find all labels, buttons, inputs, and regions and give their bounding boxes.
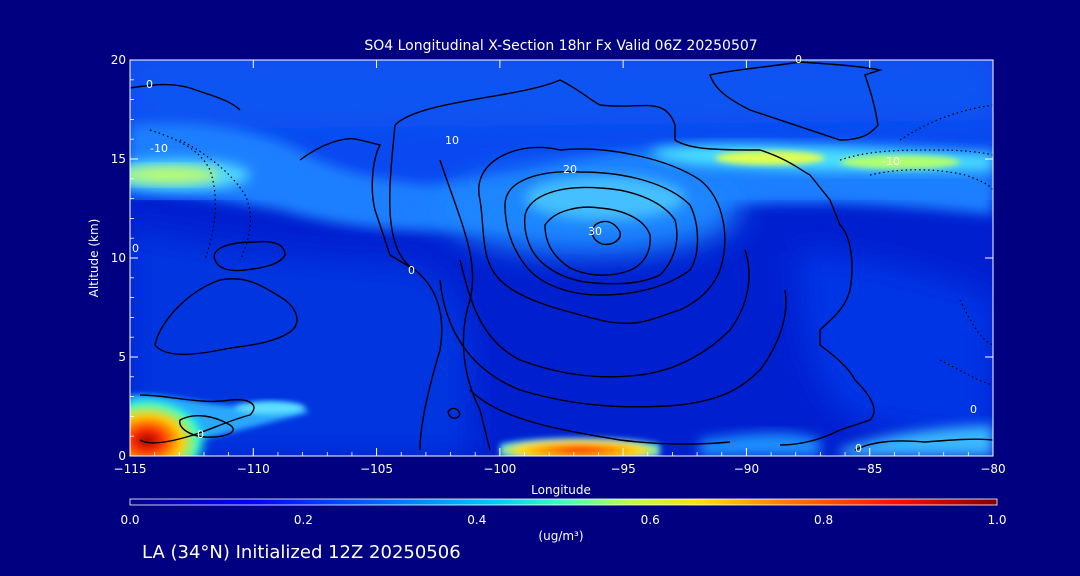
contour-label: -10 xyxy=(882,155,900,168)
x-tick-label: −80 xyxy=(980,462,1005,476)
colorbar-tick-label: 0.4 xyxy=(467,513,486,527)
x-tick-label: −95 xyxy=(610,462,635,476)
colorbar-tick-label: 0.0 xyxy=(120,513,139,527)
contour-label: 0 xyxy=(146,78,153,91)
y-axis-label: Altitude (km) xyxy=(87,219,101,298)
x-tick-label: −115 xyxy=(114,462,147,476)
contour-label: 0 xyxy=(408,264,415,277)
negative-contours xyxy=(149,104,993,386)
contour-label: 0 xyxy=(132,242,139,255)
x-axis-label: Longitude xyxy=(531,483,591,497)
contour-label: 30 xyxy=(588,225,602,238)
init-info-label: LA (34°N) Initialized 12Z 20250506 xyxy=(142,542,461,563)
colorbar xyxy=(129,498,998,506)
contour-label: 0 xyxy=(197,428,204,441)
y-tick-label: 15 xyxy=(111,152,126,166)
contour-label: 20 xyxy=(563,163,577,176)
contour-label: 0 xyxy=(970,403,977,416)
colorbar-tick-label: 0.2 xyxy=(294,513,313,527)
contour-labels: 0 -10 0 20 30 10 0 -10 0 0 0 0 xyxy=(132,53,977,455)
contour-label: 0 xyxy=(855,442,862,455)
contour-lines xyxy=(130,61,993,451)
x-tick-label: −110 xyxy=(237,462,270,476)
x-tick-label: −105 xyxy=(360,462,393,476)
y-tick-label: 10 xyxy=(111,251,126,265)
colorbar-tick-label: 0.8 xyxy=(814,513,833,527)
colorbar-tick-label: 0.6 xyxy=(641,513,660,527)
contour-label: 10 xyxy=(445,134,459,147)
y-tick-label: 5 xyxy=(118,350,126,364)
contour-label: -10 xyxy=(150,142,168,155)
concentration-field xyxy=(130,60,993,456)
y-tick-label: 0 xyxy=(118,449,126,463)
colorbar-units: (ug/m³) xyxy=(538,529,583,543)
y-tick-label: 20 xyxy=(111,53,126,67)
x-axis: −115 −110 −105 −100 −95 −90 −85 −80 xyxy=(114,60,1006,476)
x-tick-label: −90 xyxy=(734,462,759,476)
colorbar-tick-label: 1.0 xyxy=(987,513,1006,527)
y-axis: 0 5 10 15 20 xyxy=(111,53,993,463)
x-tick-label: −85 xyxy=(857,462,882,476)
x-tick-label: −100 xyxy=(483,462,516,476)
chart-title: SO4 Longitudinal X-Section 18hr Fx Valid… xyxy=(364,38,757,54)
colorbar-ticks: 0.0 0.2 0.4 0.6 0.8 1.0 xyxy=(120,513,1006,527)
